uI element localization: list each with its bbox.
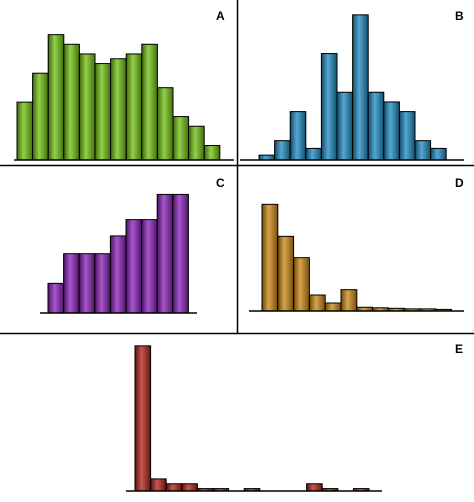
panel-a-bar [141,43,158,161]
panel-b-bar [430,147,447,161]
panel-e-bar [150,478,167,492]
panel-d-bar [277,235,295,312]
panel-b-bars [258,14,447,161]
panel-c-bar [109,235,127,314]
panel-a-bar [63,43,80,161]
panel-d-letter: D [455,176,464,190]
panel-c-bar [94,253,111,314]
panel-c-bar [172,193,189,314]
panel-a-bar [203,145,221,161]
panel-e-letter: E [455,342,463,356]
panel-d-bars [261,203,453,312]
panel-a-bar [156,87,174,161]
panel-a-letter: A [216,9,225,23]
panel-b-bar [352,14,369,161]
panel-d-bar [324,302,342,312]
panel-a-bar [78,53,96,161]
panel-c-bars [47,193,189,314]
panel-c-bar [47,282,65,314]
panel-c: C [40,176,225,314]
panel-b: B [240,9,464,161]
panel-a-bar [16,101,34,161]
panel-d-bar [261,203,279,312]
panel-e: E [126,342,463,492]
panel-e-bar [165,483,183,492]
panel-d: D [249,176,464,312]
panel-a-bars [16,34,221,161]
panel-a-bar [125,53,143,161]
panel-a-bar [188,125,205,161]
panel-e-bar [306,483,323,492]
panel-d-bar [340,289,358,312]
panel-d-bar [293,257,310,312]
panel-b-bar [289,111,307,161]
panel-dividers [0,0,474,335]
panel-e-bars [134,345,370,492]
panel-c-bar [156,193,174,314]
panel-c-bar [141,219,158,314]
panel-b-bar [336,91,354,161]
panel-a-bar [110,58,127,161]
panel-c-bar [63,253,80,314]
panel-a-bar [94,63,112,161]
panel-a-bar [47,34,65,161]
panel-e-bar [181,483,198,492]
panel-d-bar [308,294,326,312]
panel-a: A [14,9,234,161]
panel-b-bar [367,91,385,161]
panel-b-bar [305,147,322,161]
panel-b-bar [398,111,416,161]
panel-c-bar [125,219,143,314]
panel-b-bar [414,140,432,161]
panel-b-bar [383,101,400,161]
panel-e-bar [134,345,152,492]
panel-a-bar [32,72,49,161]
panel-c-letter: C [216,176,225,190]
panel-a-bar [172,116,190,161]
panel-c-bar [78,253,96,314]
panel-b-letter: B [455,9,464,23]
panel-b-bar [274,140,291,161]
panel-b-bar [320,53,338,161]
